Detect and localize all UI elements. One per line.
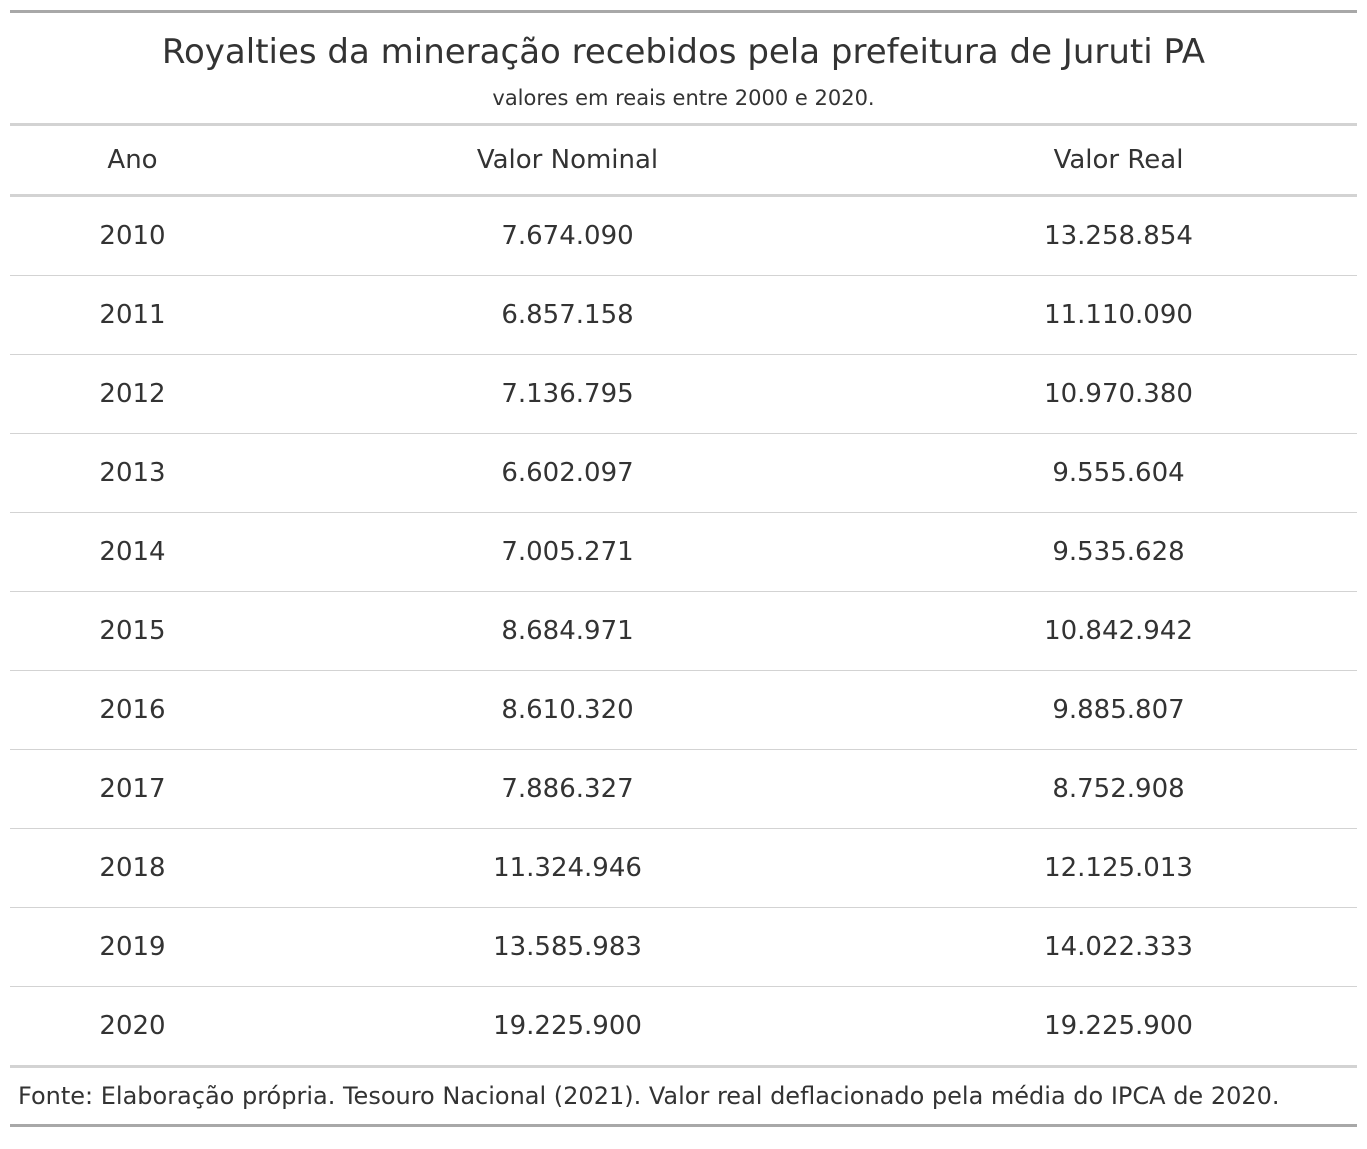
cell-ano: 2011 xyxy=(10,275,255,355)
table-row: 2019 13.585.983 14.022.333 xyxy=(10,907,1357,987)
table-row: 2018 11.324.946 12.125.013 xyxy=(10,828,1357,908)
cell-ano: 2014 xyxy=(10,512,255,592)
source-note: Fonte: Elaboração própria. Tesouro Nacio… xyxy=(10,1068,1357,1127)
cell-ano: 2015 xyxy=(10,591,255,671)
column-header-valor-nominal: Valor Nominal xyxy=(255,126,880,197)
cell-valor-real: 10.842.942 xyxy=(880,591,1357,671)
cell-valor-nominal: 7.005.271 xyxy=(255,512,880,592)
cell-valor-real: 12.125.013 xyxy=(880,828,1357,908)
cell-ano: 2020 xyxy=(10,986,255,1068)
cell-valor-nominal: 8.610.320 xyxy=(255,670,880,750)
cell-valor-real: 19.225.900 xyxy=(880,986,1357,1068)
cell-ano: 2016 xyxy=(10,670,255,750)
cell-valor-real: 11.110.090 xyxy=(880,275,1357,355)
table-row: 2011 6.857.158 11.110.090 xyxy=(10,275,1357,355)
cell-valor-real: 8.752.908 xyxy=(880,749,1357,829)
cell-valor-nominal: 6.857.158 xyxy=(255,275,880,355)
cell-valor-real: 14.022.333 xyxy=(880,907,1357,987)
cell-valor-nominal: 13.585.983 xyxy=(255,907,880,987)
cell-ano: 2019 xyxy=(10,907,255,987)
top-rule xyxy=(10,10,1357,13)
table-subtitle: valores em reais entre 2000 e 2020. xyxy=(492,86,875,110)
cell-valor-real: 9.555.604 xyxy=(880,433,1357,513)
table-row: 2015 8.684.971 10.842.942 xyxy=(10,591,1357,671)
cell-valor-nominal: 7.886.327 xyxy=(255,749,880,829)
column-header-valor-real: Valor Real xyxy=(880,126,1357,197)
table-row: 2010 7.674.090 13.258.854 xyxy=(10,195,1357,276)
table-row: 2017 7.886.327 8.752.908 xyxy=(10,749,1357,829)
table-row: 2020 19.225.900 19.225.900 xyxy=(10,986,1357,1068)
cell-valor-nominal: 19.225.900 xyxy=(255,986,880,1068)
cell-ano: 2017 xyxy=(10,749,255,829)
table-row: 2014 7.005.271 9.535.628 xyxy=(10,512,1357,592)
cell-ano: 2018 xyxy=(10,828,255,908)
cell-ano: 2012 xyxy=(10,354,255,434)
royalties-table: Ano Valor Nominal Valor Real 2010 7.674.… xyxy=(10,126,1357,1068)
cell-ano: 2013 xyxy=(10,433,255,513)
cell-valor-real: 9.535.628 xyxy=(880,512,1357,592)
cell-valor-real: 10.970.380 xyxy=(880,354,1357,434)
table-row: 2013 6.602.097 9.555.604 xyxy=(10,433,1357,513)
table-row: 2016 8.610.320 9.885.807 xyxy=(10,670,1357,750)
cell-valor-nominal: 11.324.946 xyxy=(255,828,880,908)
header-row: Ano Valor Nominal Valor Real xyxy=(10,126,1357,197)
column-header-ano: Ano xyxy=(10,126,255,197)
cell-valor-nominal: 6.602.097 xyxy=(255,433,880,513)
cell-valor-nominal: 8.684.971 xyxy=(255,591,880,671)
cell-valor-nominal: 7.136.795 xyxy=(255,354,880,434)
cell-ano: 2010 xyxy=(10,195,255,276)
royalties-table-container: Royalties da mineração recebidos pela pr… xyxy=(10,10,1357,1127)
cell-valor-real: 13.258.854 xyxy=(880,195,1357,276)
cell-valor-real: 9.885.807 xyxy=(880,670,1357,750)
table-row: 2012 7.136.795 10.970.380 xyxy=(10,354,1357,434)
header-top-rule xyxy=(10,123,1357,126)
cell-valor-nominal: 7.674.090 xyxy=(255,195,880,276)
table-title: Royalties da mineração recebidos pela pr… xyxy=(161,32,1206,72)
